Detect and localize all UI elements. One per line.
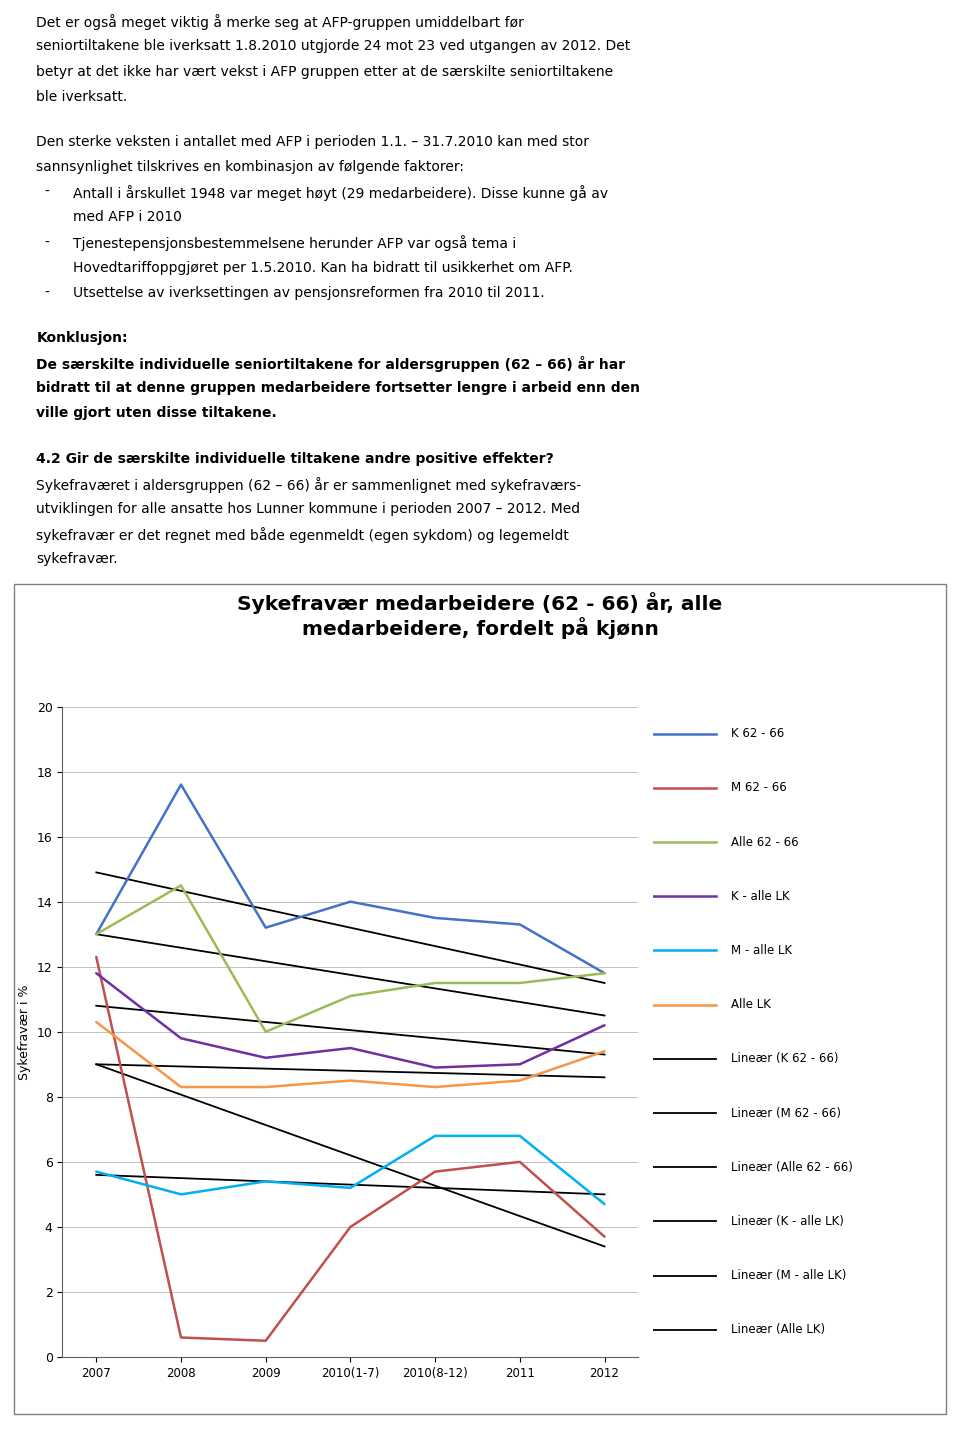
Text: Lineær (K 62 - 66): Lineær (K 62 - 66) xyxy=(731,1053,838,1066)
Text: Sykefraværet i aldersgruppen (62 – 66) år er sammenlignet med sykefraværs-: Sykefraværet i aldersgruppen (62 – 66) å… xyxy=(36,477,582,493)
Text: seniortiltakene ble iverksatt 1.8.2010 utgjorde 24 mot 23 ved utgangen av 2012. : seniortiltakene ble iverksatt 1.8.2010 u… xyxy=(36,39,631,53)
Text: M 62 - 66: M 62 - 66 xyxy=(731,781,786,794)
Text: K 62 - 66: K 62 - 66 xyxy=(731,727,783,740)
Text: betyr at det ikke har vært vekst i AFP gruppen etter at de særskilte seniortilta: betyr at det ikke har vært vekst i AFP g… xyxy=(36,65,613,79)
Text: ble iverksatt.: ble iverksatt. xyxy=(36,89,128,103)
Text: sykefravær er det regnet med både egenmeldt (egen sykdom) og legemeldt: sykefravær er det regnet med både egenme… xyxy=(36,527,569,543)
Text: Utsettelse av iverksettingen av pensjonsreformen fra 2010 til 2011.: Utsettelse av iverksettingen av pensjons… xyxy=(73,286,544,300)
Text: bidratt til at denne gruppen medarbeidere fortsetter lengre i arbeid enn den: bidratt til at denne gruppen medarbeider… xyxy=(36,381,640,395)
Text: Konklusjon:: Konklusjon: xyxy=(36,330,128,345)
Text: ville gjort uten disse tiltakene.: ville gjort uten disse tiltakene. xyxy=(36,406,277,421)
Text: sannsynlighet tilskrives en kombinasjon av følgende faktorer:: sannsynlighet tilskrives en kombinasjon … xyxy=(36,159,465,174)
Text: -: - xyxy=(44,185,49,200)
Text: Den sterke veksten i antallet med AFP i perioden 1.1. – 31.7.2010 kan med stor: Den sterke veksten i antallet med AFP i … xyxy=(36,135,589,149)
Text: Lineær (Alle LK): Lineær (Alle LK) xyxy=(731,1324,825,1337)
Text: sykefravær.: sykefravær. xyxy=(36,551,118,566)
Text: Sykefravær medarbeidere (62 - 66) år, alle
medarbeidere, fordelt på kjønn: Sykefravær medarbeidere (62 - 66) år, al… xyxy=(237,592,723,639)
Y-axis label: Sykefravær i %: Sykefravær i % xyxy=(18,984,32,1080)
Text: -: - xyxy=(44,236,49,250)
Text: med AFP i 2010: med AFP i 2010 xyxy=(73,210,181,224)
Text: De særskilte individuelle seniortiltakene for aldersgruppen (62 – 66) år har: De særskilte individuelle seniortiltaken… xyxy=(36,356,626,372)
Text: Lineær (K - alle LK): Lineær (K - alle LK) xyxy=(731,1215,844,1228)
Text: Hovedtariffoppgjøret per 1.5.2010. Kan ha bidratt til usikkerhet om AFP.: Hovedtariffoppgjøret per 1.5.2010. Kan h… xyxy=(73,260,573,274)
Text: M - alle LK: M - alle LK xyxy=(731,943,792,956)
Text: Tjenestepensjonsbestemmelsene herunder AFP var også tema i: Tjenestepensjonsbestemmelsene herunder A… xyxy=(73,236,516,251)
Text: K - alle LK: K - alle LK xyxy=(731,890,789,903)
Text: Lineær (M - alle LK): Lineær (M - alle LK) xyxy=(731,1269,846,1282)
Text: Lineær (Alle 62 - 66): Lineær (Alle 62 - 66) xyxy=(731,1160,852,1173)
Text: Antall i årskullet 1948 var meget høyt (29 medarbeidere). Disse kunne gå av: Antall i årskullet 1948 var meget høyt (… xyxy=(73,185,608,201)
Text: -: - xyxy=(44,286,49,300)
Text: Lineær (M 62 - 66): Lineær (M 62 - 66) xyxy=(731,1107,841,1120)
Text: Det er også meget viktig å merke seg at AFP-gruppen umiddelbart før: Det er også meget viktig å merke seg at … xyxy=(36,14,524,30)
Text: betyr at det ikke har vært vekst i AFP gruppen etter at de særskilte seniortilta: betyr at det ikke har vært vekst i AFP g… xyxy=(36,65,613,79)
Text: utviklingen for alle ansatte hos Lunner kommune i perioden 2007 – 2012. Med: utviklingen for alle ansatte hos Lunner … xyxy=(36,501,581,516)
Text: Alle 62 - 66: Alle 62 - 66 xyxy=(731,836,798,849)
Text: Alle LK: Alle LK xyxy=(731,998,771,1011)
Text: 4.2 Gir de særskilte individuelle tiltakene andre positive effekter?: 4.2 Gir de særskilte individuelle tiltak… xyxy=(36,451,554,465)
